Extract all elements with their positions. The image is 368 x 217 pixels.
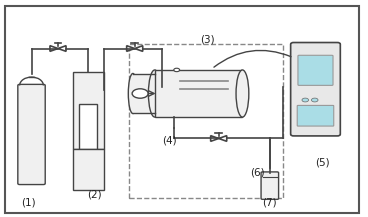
Text: (3): (3) xyxy=(201,35,215,45)
Text: (4): (4) xyxy=(162,136,177,146)
Text: (1): (1) xyxy=(21,198,36,208)
Ellipse shape xyxy=(236,70,249,117)
Ellipse shape xyxy=(128,74,137,113)
Bar xyxy=(72,149,104,190)
Ellipse shape xyxy=(148,70,161,117)
Bar xyxy=(155,70,243,117)
Text: (5): (5) xyxy=(315,157,330,167)
Bar xyxy=(72,72,104,149)
Circle shape xyxy=(311,98,318,102)
Bar xyxy=(133,74,155,113)
FancyBboxPatch shape xyxy=(261,172,279,199)
Circle shape xyxy=(174,68,180,72)
Polygon shape xyxy=(58,46,66,51)
Circle shape xyxy=(302,98,308,102)
Polygon shape xyxy=(127,46,135,51)
Bar xyxy=(79,104,98,149)
Polygon shape xyxy=(210,136,219,141)
Text: (6): (6) xyxy=(250,168,264,178)
Text: (2): (2) xyxy=(87,189,102,199)
Polygon shape xyxy=(219,136,227,141)
Text: (7): (7) xyxy=(262,198,277,208)
Bar xyxy=(155,70,161,117)
FancyBboxPatch shape xyxy=(291,43,340,136)
FancyBboxPatch shape xyxy=(298,55,333,85)
FancyBboxPatch shape xyxy=(297,105,334,126)
Polygon shape xyxy=(50,46,58,51)
Polygon shape xyxy=(135,46,143,51)
FancyBboxPatch shape xyxy=(5,6,359,214)
Circle shape xyxy=(132,89,148,98)
FancyBboxPatch shape xyxy=(18,84,45,184)
